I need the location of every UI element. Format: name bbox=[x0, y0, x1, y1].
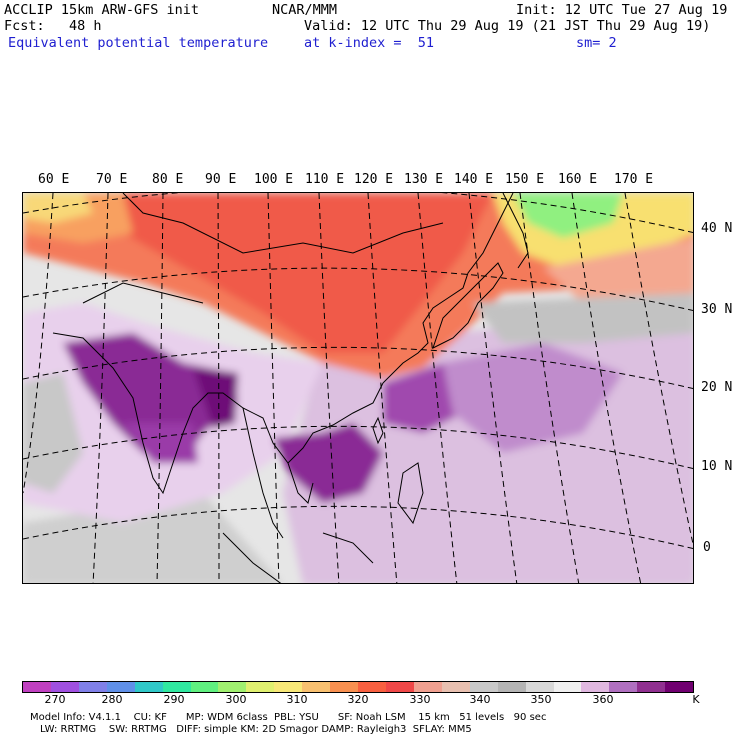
colorbar-swatch bbox=[302, 682, 331, 692]
smoothing-label: sm= 2 bbox=[576, 35, 617, 51]
colorbar-swatch bbox=[190, 682, 219, 692]
lat-label: 40 N bbox=[701, 221, 733, 236]
model-title: ACCLIP 15km ARW-GFS init bbox=[4, 2, 200, 18]
coastlines bbox=[52, 193, 529, 583]
colorbar-swatch bbox=[134, 682, 163, 692]
colorbar-swatch bbox=[665, 682, 694, 692]
lon-label: 150 E bbox=[505, 172, 545, 187]
colorbar-tick: 280 bbox=[101, 693, 123, 706]
colorbar-swatch bbox=[78, 682, 107, 692]
colorbar bbox=[22, 681, 694, 693]
lat-label: 20 N bbox=[701, 380, 733, 395]
lon-label: 130 E bbox=[404, 172, 444, 187]
colorbar-tick: 340 bbox=[469, 693, 491, 706]
model-info-line2: LW: RRTMG SW: RRTMG DIFF: simple KM: 2D … bbox=[40, 724, 472, 735]
colorbar-swatch bbox=[469, 682, 498, 692]
colorbar-swatch bbox=[413, 682, 442, 692]
colorbar-swatch bbox=[525, 682, 554, 692]
lon-label: 170 E bbox=[614, 172, 654, 187]
colorbar-swatch bbox=[330, 682, 359, 692]
colorbar-tick: 290 bbox=[163, 693, 185, 706]
lat-label: 30 N bbox=[701, 302, 733, 317]
lon-label: 110 E bbox=[305, 172, 345, 187]
colorbar-swatch bbox=[497, 682, 526, 692]
colorbar-tick: 360 bbox=[592, 693, 614, 706]
organization-label: NCAR/MMM bbox=[272, 2, 338, 18]
lon-label: 70 E bbox=[96, 172, 128, 187]
lon-label: 80 E bbox=[152, 172, 184, 187]
colorbar-swatch bbox=[581, 682, 610, 692]
valid-time: Valid: 12 UTC Thu 29 Aug 19 (21 JST Thu … bbox=[304, 18, 711, 34]
map-canvas bbox=[23, 193, 693, 583]
lon-label: 100 E bbox=[254, 172, 294, 187]
forecast-hour: Fcst: 48 h bbox=[4, 18, 102, 34]
init-time: Init: 12 UTC Tue 27 Aug 19 bbox=[516, 2, 728, 18]
colorbar-swatch bbox=[441, 682, 470, 692]
colorbar-tick: 300 bbox=[225, 693, 247, 706]
lon-label: 160 E bbox=[558, 172, 598, 187]
lon-label: 90 E bbox=[205, 172, 237, 187]
colorbar-swatch bbox=[246, 682, 275, 692]
colorbar-swatch bbox=[218, 682, 247, 692]
colorbar-unit: K bbox=[692, 693, 700, 706]
level-index: at k-index = 51 bbox=[304, 35, 435, 51]
field-name: Equivalent potential temperature bbox=[8, 35, 269, 51]
colorbar-swatch bbox=[162, 682, 191, 692]
colorbar-tick: 270 bbox=[44, 693, 66, 706]
colorbar-swatch bbox=[637, 682, 666, 692]
lon-label: 120 E bbox=[354, 172, 394, 187]
lon-label: 60 E bbox=[38, 172, 70, 187]
model-info-line1: Model Info: V4.1.1 CU: KF MP: WDM 6class… bbox=[30, 712, 547, 723]
colorbar-swatch bbox=[106, 682, 135, 692]
theta-e-map bbox=[22, 192, 694, 584]
colorbar-swatch bbox=[50, 682, 79, 692]
lon-label: 140 E bbox=[454, 172, 494, 187]
colorbar-swatch bbox=[609, 682, 638, 692]
colorbar-swatch bbox=[553, 682, 582, 692]
graticule bbox=[23, 193, 693, 583]
colorbar-tick: 310 bbox=[286, 693, 308, 706]
lat-label: 0 bbox=[703, 540, 711, 555]
colorbar-tick: 330 bbox=[409, 693, 431, 706]
colorbar-tick: 320 bbox=[347, 693, 369, 706]
colorbar-swatch bbox=[274, 682, 303, 692]
colorbar-swatch bbox=[358, 682, 386, 692]
colorbar-swatch bbox=[23, 682, 51, 692]
colorbar-swatch bbox=[385, 682, 414, 692]
colorbar-tick: 350 bbox=[530, 693, 552, 706]
shaded-field bbox=[23, 193, 693, 583]
lat-label: 10 N bbox=[701, 459, 733, 474]
